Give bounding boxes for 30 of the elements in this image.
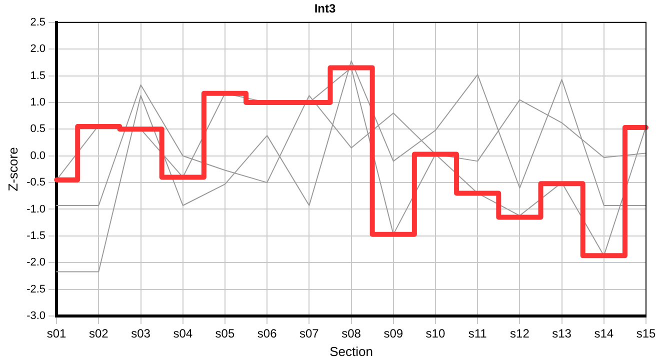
y-tick-label: -3.0 — [26, 310, 46, 322]
x-tick-label: s05 — [215, 326, 235, 341]
y-tick-label: -2.5 — [26, 283, 46, 296]
x-tick-label: s10 — [426, 326, 446, 341]
y-tick-label: 2.0 — [30, 43, 46, 56]
x-tick-label: s11 — [468, 326, 488, 341]
x-tick-label: s09 — [384, 326, 404, 341]
y-tick-label: -0.5 — [26, 176, 46, 189]
y-axis-title: Z-score — [5, 147, 20, 192]
y-tick-label: -1.5 — [26, 230, 46, 242]
x-tick-label: s02 — [88, 326, 109, 341]
x-tick-label: s08 — [342, 326, 362, 341]
x-tick-label: s06 — [257, 326, 278, 341]
x-tick-label: s07 — [299, 326, 320, 341]
y-tick-label: 2.5 — [30, 16, 46, 28]
x-tick-label: s01 — [46, 326, 67, 341]
x-tick-label: s04 — [173, 326, 193, 341]
chart-title: Int3 — [314, 2, 336, 16]
x-tick-label: s13 — [552, 326, 572, 341]
x-tick-label: s12 — [510, 326, 530, 341]
y-tick-label: 1.5 — [30, 70, 46, 82]
x-axis-title: Section — [330, 344, 373, 359]
y-tick-label: 0.5 — [30, 123, 46, 136]
y-tick-label: 0.0 — [30, 150, 46, 162]
y-tick-label: -2.0 — [26, 256, 46, 269]
y-tick-label: -1.0 — [26, 203, 46, 216]
x-tick-label: s15 — [636, 326, 656, 341]
x-tick-label: s03 — [131, 326, 151, 341]
y-tick-label: 1.0 — [30, 96, 46, 109]
x-tick-label: s14 — [594, 326, 614, 341]
